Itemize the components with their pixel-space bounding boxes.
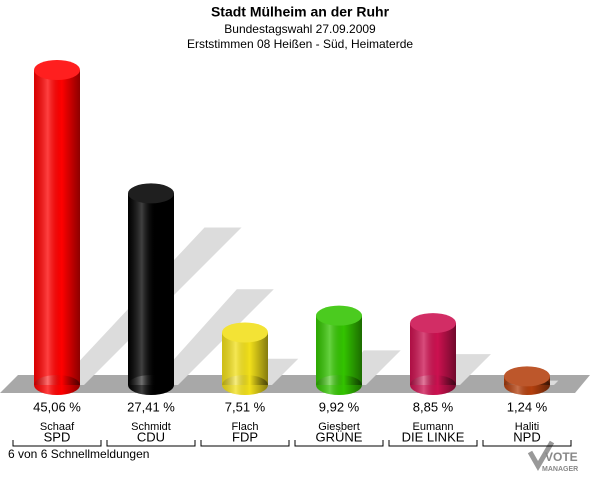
value-label: 1,24 %	[507, 399, 548, 414]
candidate-label: Flach	[232, 421, 259, 433]
party-label: FDP	[232, 429, 258, 444]
candidate-label: Haliti	[515, 421, 539, 433]
bar-shading	[128, 193, 174, 385]
candidate-label: Schaaf	[40, 421, 75, 433]
label-bracket	[106, 440, 196, 447]
candidate-label: Eumann	[413, 421, 454, 433]
chart-subtitle: Erststimmen 08 Heißen - Süd, Heimaterde	[187, 37, 413, 51]
bar-bottom-shading	[34, 375, 80, 395]
chart-title: Stadt Mülheim an der Ruhr	[211, 4, 390, 20]
bar-top	[128, 183, 174, 204]
bar-top	[34, 60, 80, 80]
bar-top	[316, 305, 362, 326]
label-bracket	[294, 440, 384, 447]
bar-top	[504, 366, 550, 387]
chart-subtitle: Bundestagswahl 27.09.2009	[224, 22, 376, 36]
value-label: 27,41 %	[127, 399, 175, 414]
footer: 6 von 6 Schnellmeldungen	[8, 447, 149, 461]
bar-shading	[410, 323, 456, 385]
party-label: CDU	[137, 429, 165, 444]
bar-top-highlight	[410, 313, 456, 334]
logo-text: MANAGER	[542, 466, 578, 473]
label-bracket	[200, 440, 290, 447]
bar-top-highlight	[128, 183, 174, 204]
bar-bottom-shading	[222, 375, 268, 395]
party-label: SPD	[44, 429, 71, 444]
bar-top-highlight	[34, 60, 80, 80]
bar-top-highlight	[316, 305, 362, 326]
bar-top-highlight	[222, 322, 268, 343]
bar-bottom-shading	[128, 375, 174, 395]
value-label: 9,92 %	[319, 399, 360, 414]
bar-shading	[316, 315, 362, 385]
value-label: 7,51 %	[225, 399, 266, 414]
candidate-label: Giesbert	[318, 421, 360, 433]
logo-text: VOTE	[545, 450, 578, 464]
bar-top	[410, 313, 456, 334]
value-label: 45,06 %	[33, 399, 81, 414]
bar-bottom-shading	[316, 375, 362, 395]
value-label: 8,85 %	[413, 399, 454, 414]
party-label: DIE LINKE	[402, 429, 465, 444]
candidate-label: Schmidt	[131, 421, 171, 433]
logo-check	[527, 440, 555, 471]
label-bracket	[12, 440, 102, 447]
label-bracket	[482, 440, 572, 447]
label-bracket	[388, 440, 478, 447]
bar-shadow	[151, 289, 274, 385]
bars	[34, 60, 550, 395]
party-label: GRÜNE	[316, 429, 363, 444]
bar-top-highlight	[504, 366, 550, 387]
party-label: NPD	[513, 429, 540, 444]
bar-shading	[34, 70, 80, 385]
bar-bottom-shading	[410, 375, 456, 395]
bar-top	[222, 322, 268, 343]
